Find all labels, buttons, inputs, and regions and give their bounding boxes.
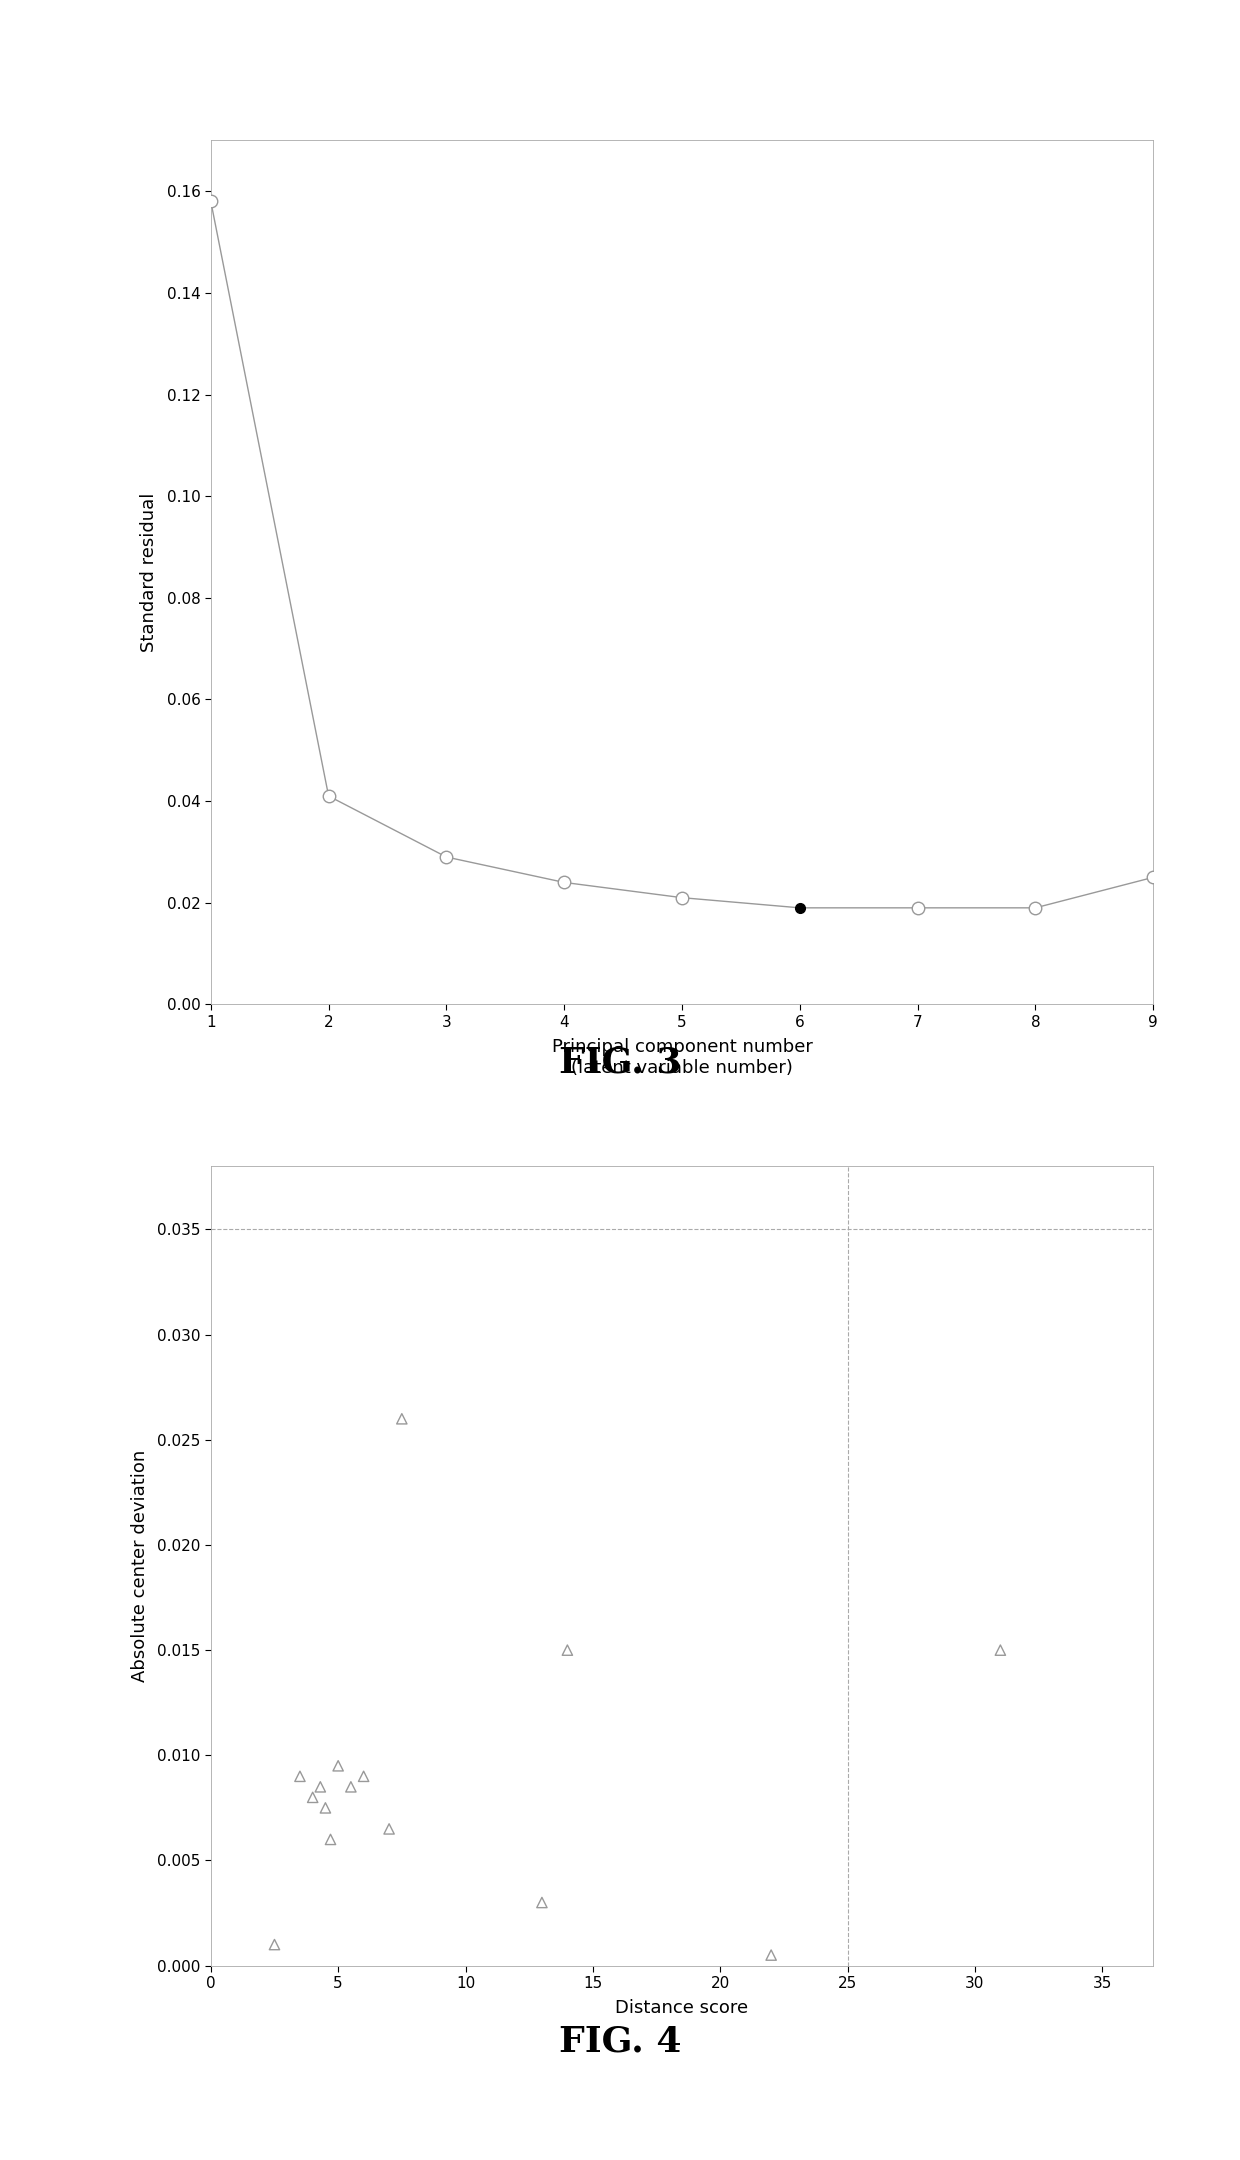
Point: [558, 1633, 578, 1668]
X-axis label: Principal component number
(latent variable number): Principal component number (latent varia…: [552, 1039, 812, 1078]
Point: [761, 1938, 781, 1972]
Point: [392, 1402, 412, 1436]
Point: [532, 1886, 552, 1920]
Point: [341, 1769, 361, 1804]
Point: [991, 1633, 1011, 1668]
Point: [315, 1791, 335, 1825]
Point: [310, 1769, 330, 1804]
Point: [321, 1823, 341, 1858]
X-axis label: Distance score: Distance score: [615, 2000, 749, 2017]
Point: [329, 1750, 348, 1784]
Text: FIG. 3: FIG. 3: [559, 1045, 681, 1080]
Point: [353, 1758, 373, 1793]
Point: [290, 1758, 310, 1793]
Point: [303, 1780, 322, 1814]
Point: [379, 1812, 399, 1847]
Text: FIG. 4: FIG. 4: [559, 2024, 681, 2058]
Point: [264, 1927, 284, 1961]
Y-axis label: Standard residual: Standard residual: [140, 492, 159, 652]
Y-axis label: Absolute center deviation: Absolute center deviation: [130, 1449, 149, 1683]
